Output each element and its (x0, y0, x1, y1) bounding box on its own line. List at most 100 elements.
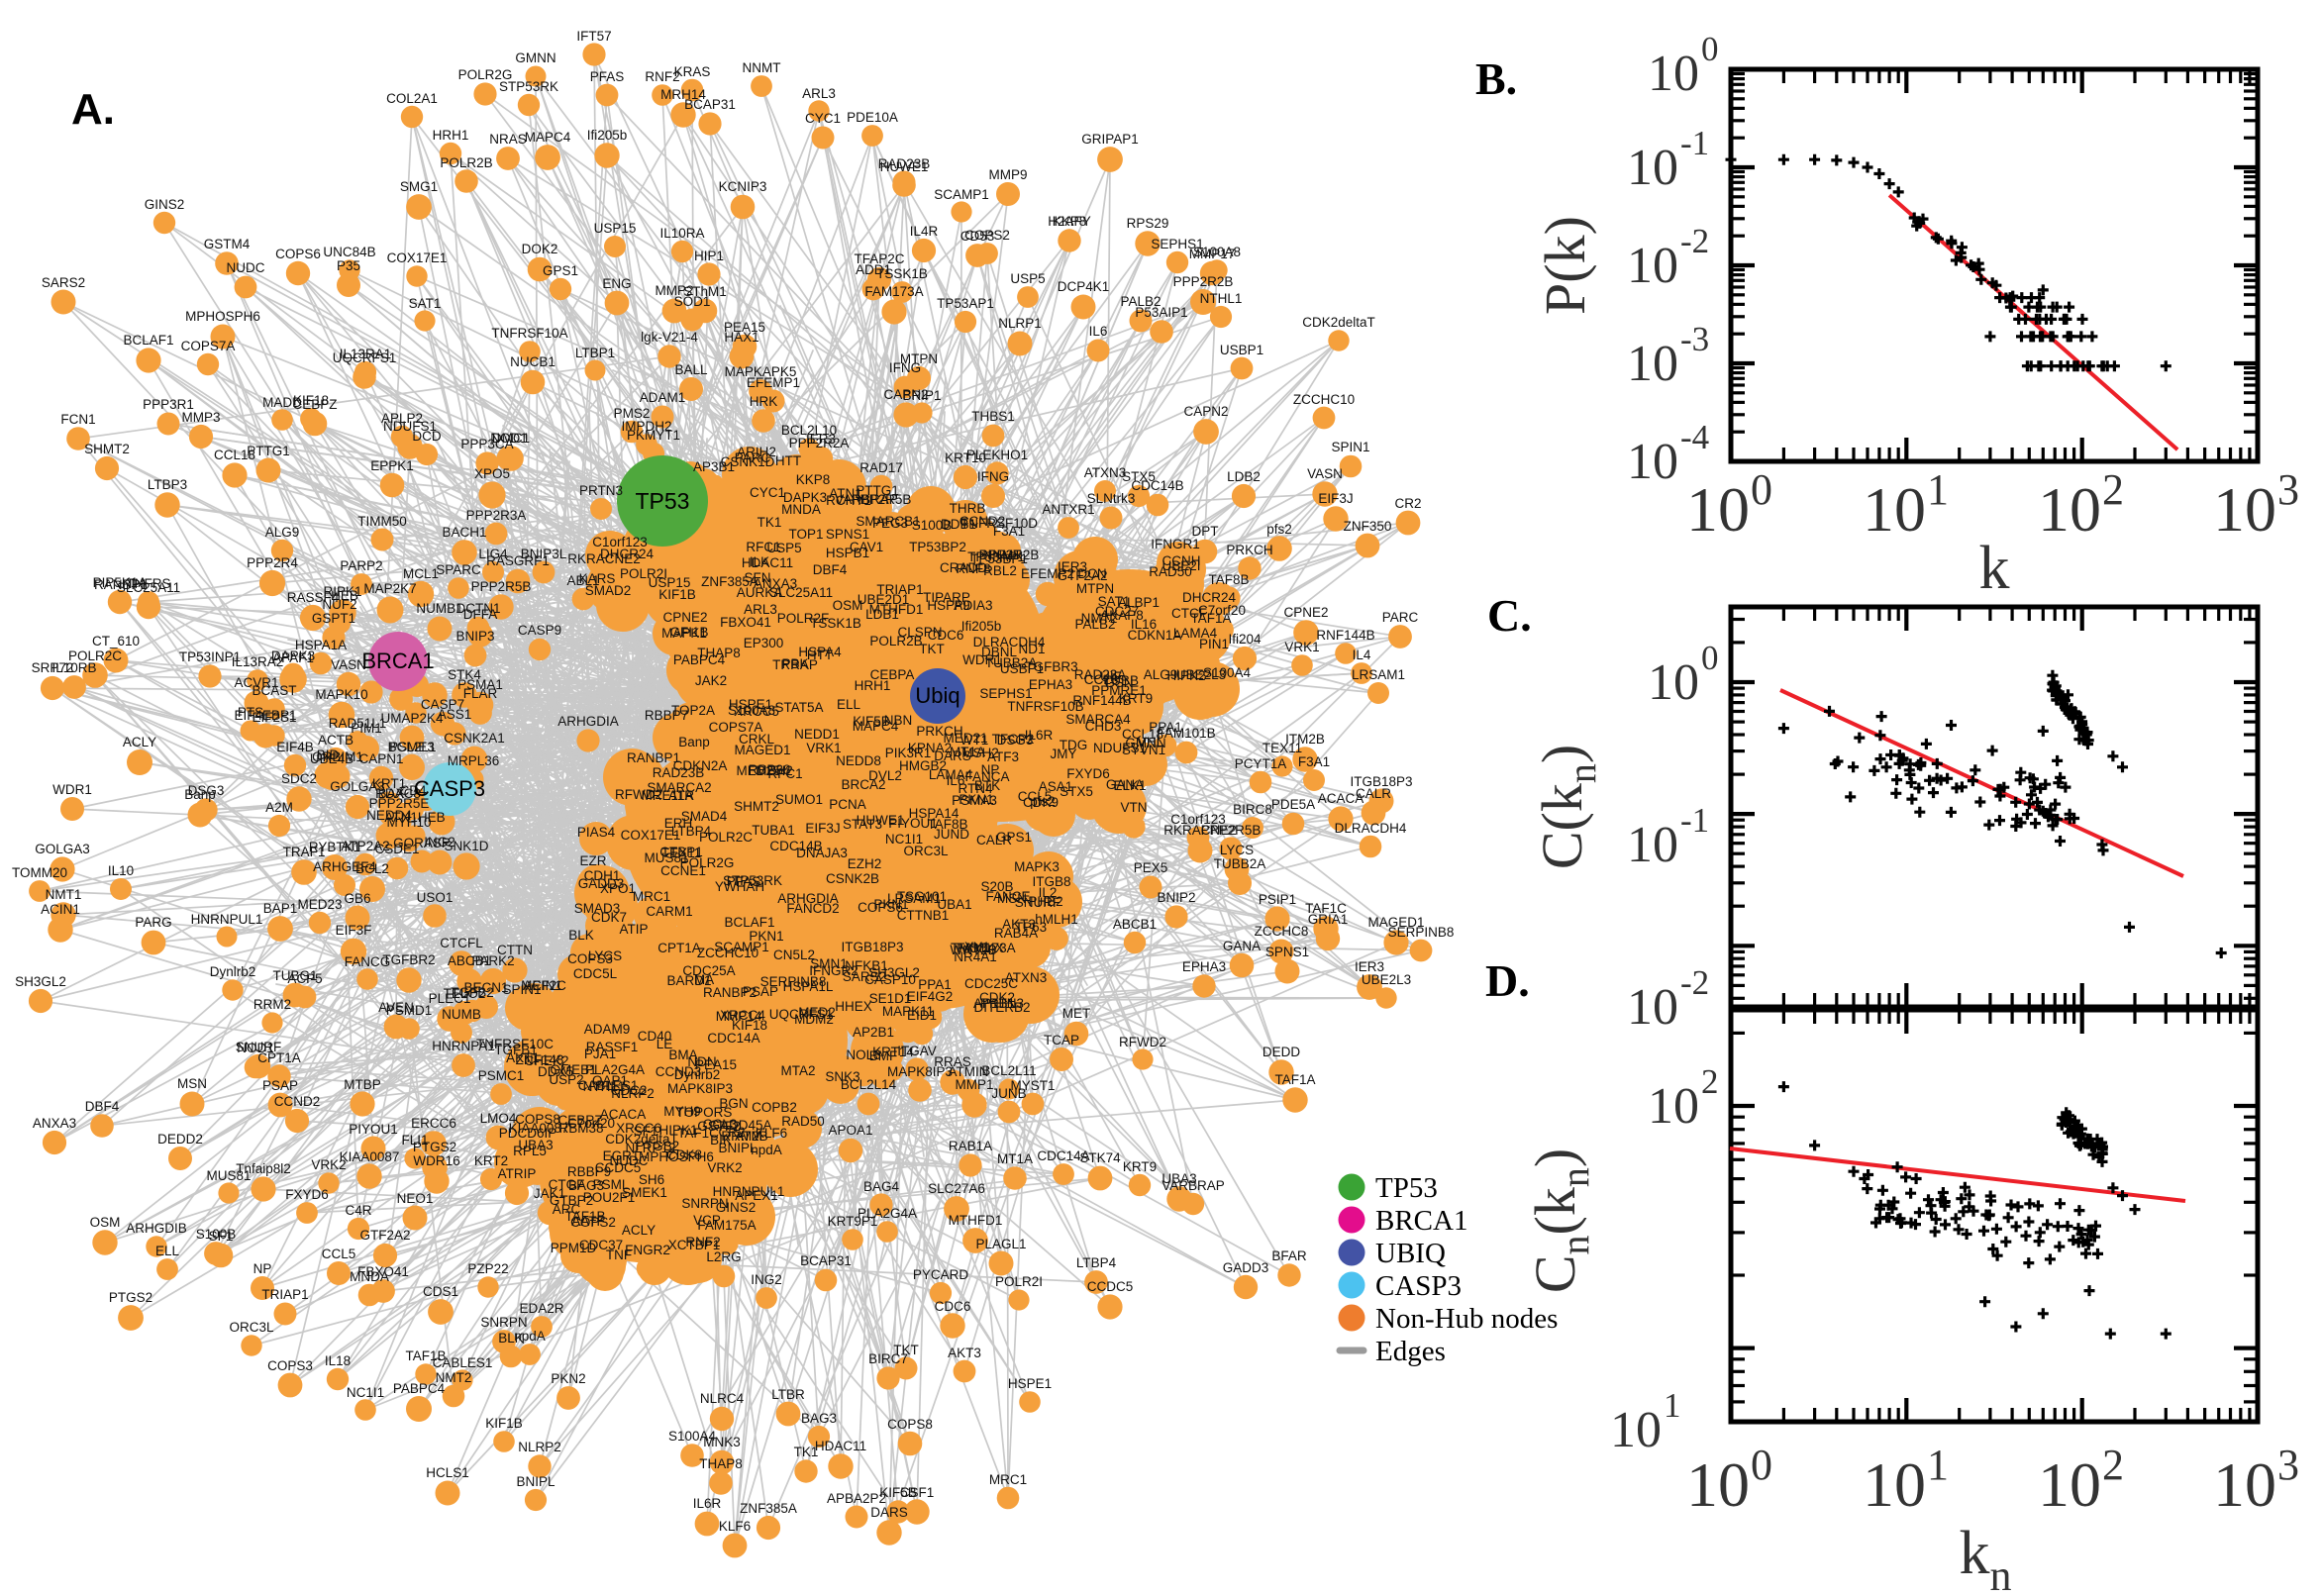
svg-text:EIF4B: EIF4B (276, 740, 314, 754)
svg-text:BALL: BALL (674, 362, 708, 377)
svg-text:STK74: STK74 (1079, 1150, 1121, 1165)
svg-text:PIP5K1A: PIP5K1A (93, 575, 148, 590)
svg-text:IL6: IL6 (1089, 324, 1108, 339)
svg-text:COPS8: COPS8 (515, 1112, 560, 1127)
svg-text:PTTG1: PTTG1 (247, 444, 290, 458)
svg-text:NRAS: NRAS (489, 132, 527, 147)
svg-text:Banp: Banp (678, 735, 710, 749)
svg-text:MADD: MADD (262, 395, 302, 410)
svg-text:MRPL36: MRPL36 (448, 753, 500, 768)
svg-text:PFAS: PFAS (590, 69, 625, 84)
svg-text:BCAP31: BCAP31 (800, 1253, 852, 1268)
svg-text:CHEK2: CHEK2 (524, 1053, 568, 1068)
svg-text:SAT1: SAT1 (409, 296, 442, 311)
svg-text:FXYD6: FXYD6 (285, 1187, 329, 1202)
svg-text:IL6: IL6 (947, 773, 965, 788)
svg-text:ARHGDIA: ARHGDIA (557, 714, 619, 729)
svg-text:GOLGA3: GOLGA3 (35, 842, 90, 856)
svg-text:ASS1: ASS1 (438, 707, 472, 722)
svg-text:TP63: TP63 (1015, 920, 1047, 935)
svg-text:ATRIP: ATRIP (498, 1166, 537, 1181)
svg-text:PEX5: PEX5 (1134, 860, 1168, 875)
svg-text:S100A4: S100A4 (1203, 665, 1252, 680)
svg-text:ATXN3: ATXN3 (1084, 465, 1127, 480)
svg-text:NMT2: NMT2 (436, 1370, 472, 1385)
svg-text:CASP9: CASP9 (518, 623, 561, 638)
svg-text:CAPN2: CAPN2 (883, 387, 928, 402)
svg-text:FCN1: FCN1 (60, 412, 95, 427)
svg-text:COPS7A: COPS7A (709, 720, 763, 735)
svg-text:NMT1: NMT1 (46, 887, 82, 902)
svg-text:DFFA: DFFA (463, 607, 498, 622)
svg-text:CPNE2: CPNE2 (662, 610, 707, 625)
svg-text:RAD17: RAD17 (859, 460, 903, 475)
svg-text:PPP2R3A: PPP2R3A (466, 508, 527, 523)
svg-text:GADD3: GADD3 (578, 876, 625, 891)
svg-text:RNF144B: RNF144B (1316, 628, 1374, 643)
svg-text:KRT9: KRT9 (1119, 691, 1153, 706)
svg-text:NC1I1: NC1I1 (885, 832, 923, 847)
svg-text:PPP2R5B: PPP2R5B (1201, 823, 1262, 838)
svg-text:TUBB2A: TUBB2A (1214, 856, 1266, 871)
svg-text:AKT3: AKT3 (948, 1346, 981, 1360)
svg-text:PLA2G4A: PLA2G4A (858, 1206, 917, 1221)
svg-text:RASSF4: RASSF4 (287, 590, 340, 605)
svg-text:FXYD6: FXYD6 (1066, 766, 1110, 781)
svg-text:KKP8: KKP8 (796, 472, 831, 487)
svg-text:MNDA: MNDA (781, 502, 821, 517)
svg-text:DBF4: DBF4 (85, 1099, 120, 1114)
svg-text:MYH9: MYH9 (663, 1104, 701, 1119)
svg-text:BFAR: BFAR (1271, 1248, 1307, 1263)
svg-text:SPNS1: SPNS1 (826, 527, 869, 542)
svg-text:NNMT: NNMT (743, 60, 781, 75)
svg-text:PARG: PARG (135, 915, 171, 930)
svg-text:TP53BP2: TP53BP2 (909, 540, 966, 554)
svg-text:MRC1: MRC1 (989, 1472, 1027, 1487)
svg-text:Ifi205b: Ifi205b (961, 619, 1002, 634)
svg-text:DCD: DCD (412, 429, 441, 444)
svg-text:DEDD: DEDD (1262, 1045, 1301, 1059)
svg-text:GANA: GANA (1223, 939, 1261, 953)
svg-text:XPO5: XPO5 (474, 466, 510, 481)
svg-text:SNURF: SNURF (1015, 895, 1061, 910)
svg-text:ATXN3: ATXN3 (1005, 970, 1048, 985)
svg-text:JAK1: JAK1 (534, 1186, 565, 1201)
svg-text:Ubiq: Ubiq (915, 683, 960, 708)
svg-text:PIM1: PIM1 (351, 721, 382, 736)
svg-text:BNIPL: BNIPL (516, 1474, 556, 1489)
svg-text:BAP1: BAP1 (263, 901, 298, 916)
svg-text:PSMA3: PSMA3 (952, 793, 997, 808)
svg-text:NEO1: NEO1 (397, 1191, 434, 1206)
svg-text:CDC5L: CDC5L (573, 966, 618, 981)
svg-text:PSIP1: PSIP1 (1259, 892, 1296, 907)
svg-text:SNRPN: SNRPN (480, 1315, 527, 1330)
svg-text:THAP8: THAP8 (699, 1456, 743, 1471)
svg-text:EZR: EZR (580, 853, 607, 868)
svg-text:EPPK1: EPPK1 (370, 458, 414, 473)
svg-text:NOL3: NOL3 (846, 1047, 880, 1062)
svg-text:RNF2: RNF2 (685, 1235, 720, 1249)
svg-text:ADAM9: ADAM9 (584, 1022, 631, 1037)
svg-text:BLK: BLK (568, 928, 594, 943)
svg-text:TP53AP1: TP53AP1 (937, 296, 994, 311)
svg-text:MTPN: MTPN (1076, 581, 1114, 596)
svg-text:TKT: TKT (919, 642, 945, 656)
svg-text:Tnfaip8l2: Tnfaip8l2 (236, 1161, 291, 1176)
svg-text:FBXO41: FBXO41 (720, 615, 771, 630)
svg-text:HRK: HRK (750, 394, 778, 409)
svg-text:TP53: TP53 (636, 488, 690, 514)
svg-text:SPIN1: SPIN1 (1331, 440, 1369, 454)
svg-text:PARC: PARC (735, 450, 771, 465)
svg-text:HSPE1: HSPE1 (729, 697, 772, 712)
svg-text:CDKN1A: CDKN1A (1128, 628, 1182, 643)
svg-text:HSPE1: HSPE1 (1008, 1376, 1052, 1391)
svg-text:CASP3: CASP3 (1375, 1270, 1462, 1302)
svg-text:ALG9: ALG9 (1144, 667, 1178, 682)
svg-text:CDS1: CDS1 (423, 1284, 458, 1299)
svg-text:Dynlrb2: Dynlrb2 (674, 1067, 721, 1082)
svg-text:NEDD1: NEDD1 (794, 727, 840, 742)
svg-text:PALB2: PALB2 (1074, 617, 1115, 632)
svg-text:CTCFL: CTCFL (440, 936, 483, 950)
svg-text:TDG: TDG (1060, 738, 1088, 752)
svg-text:EDA2R: EDA2R (519, 1301, 563, 1316)
